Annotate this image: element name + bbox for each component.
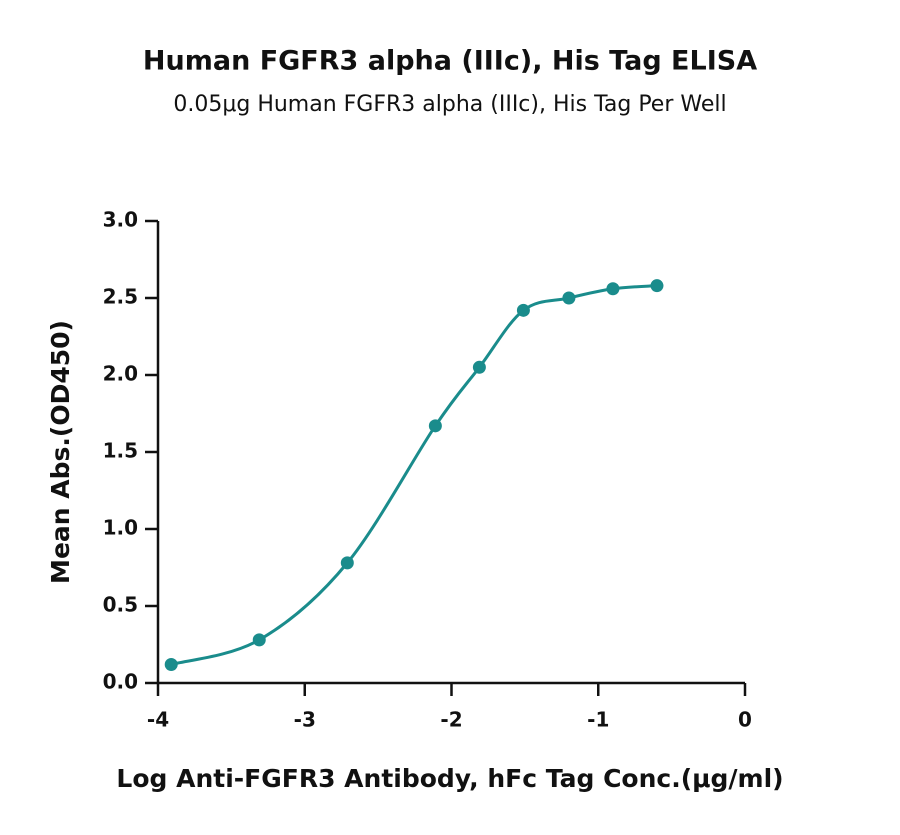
x-tick-label: -4 — [147, 708, 169, 732]
chart-title: Human FGFR3 alpha (IIIc), His Tag ELISA — [143, 46, 757, 77]
y-tick-label: 1.0 — [103, 516, 138, 540]
data-point — [606, 282, 620, 296]
data-point — [472, 360, 486, 374]
y-tick-label: 0.5 — [103, 593, 138, 617]
x-tick-label: 0 — [738, 708, 752, 732]
data-point — [516, 303, 530, 317]
fit-curve — [170, 284, 658, 666]
y-tick-label: 3.0 — [103, 208, 138, 232]
data-point — [428, 419, 442, 433]
y-tick-label: 1.5 — [103, 439, 138, 463]
x-tick-label: -3 — [294, 708, 316, 732]
data-point — [340, 556, 354, 570]
x-tick-label: -2 — [440, 708, 462, 732]
data-point — [650, 279, 664, 293]
y-tick-label: 2.0 — [103, 362, 138, 386]
y-tick-label: 0.0 — [103, 670, 138, 694]
chart-subtitle: 0.05μg Human FGFR3 alpha (IIIc), His Tag… — [173, 92, 726, 117]
y-tick-label: 2.5 — [103, 285, 138, 309]
data-point — [562, 291, 576, 305]
x-tick-label: -1 — [587, 708, 609, 732]
data-point — [252, 633, 266, 647]
data-point — [164, 658, 178, 672]
y-axis-title: Mean Abs.(OD450) — [46, 320, 75, 584]
x-axis-title: Log Anti-FGFR3 Antibody, hFc Tag Conc.(μ… — [116, 764, 783, 793]
